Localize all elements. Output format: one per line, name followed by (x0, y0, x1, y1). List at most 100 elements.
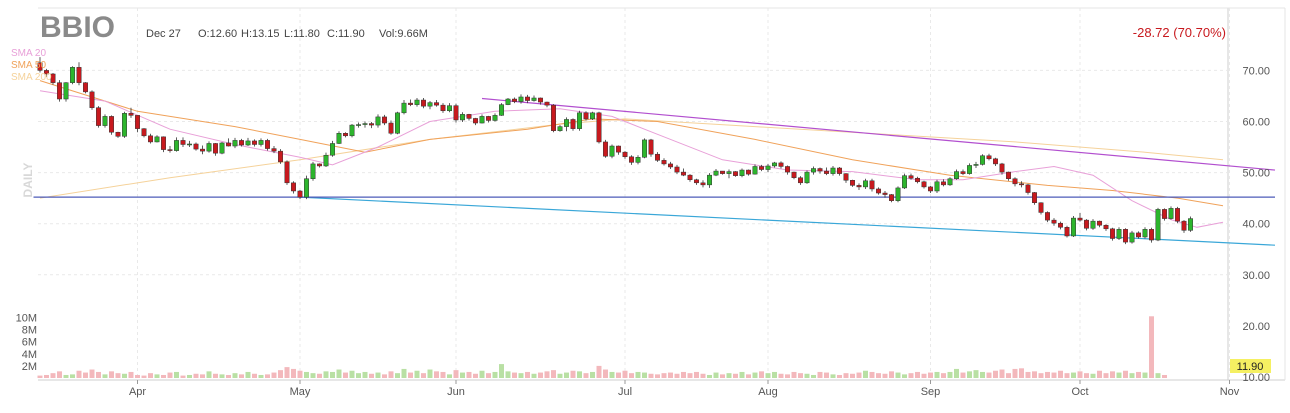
low-price: L:11.80 (284, 28, 320, 40)
candle (154, 135, 160, 143)
candle (232, 137, 238, 149)
candle (694, 178, 699, 185)
candle-body (603, 141, 608, 157)
candle (876, 187, 881, 195)
volume-bar (252, 373, 257, 378)
volume-bar (50, 373, 56, 378)
candle (349, 124, 355, 138)
candle-body (343, 133, 348, 137)
candle (629, 155, 634, 165)
volume-bar (323, 371, 329, 378)
candle-body (538, 97, 543, 103)
candle (830, 165, 836, 176)
volume-bar (856, 372, 862, 378)
candle (460, 112, 465, 123)
volume-bar (531, 373, 537, 378)
candle-body (642, 139, 647, 158)
candle-body (668, 163, 673, 168)
candle (817, 167, 823, 174)
candle-body (694, 179, 699, 184)
price-tick-label: 70.00 (1242, 65, 1270, 77)
volume-bar (1084, 373, 1089, 378)
volume-bar (1142, 372, 1148, 378)
volume-bar (200, 374, 205, 378)
candle-body (564, 119, 569, 127)
candle-body (687, 174, 693, 181)
volume-bar (765, 373, 771, 378)
candle (765, 163, 771, 173)
candle-body (739, 169, 745, 176)
candle (37, 57, 43, 73)
candle-body (824, 170, 829, 174)
volume-bar (284, 367, 290, 378)
candle (882, 190, 888, 198)
candle (869, 178, 875, 192)
candle-body (908, 175, 914, 179)
candle-body (284, 161, 290, 184)
volume-bar (128, 371, 134, 378)
candle (115, 131, 121, 138)
volume-bar (83, 372, 88, 378)
candle-body (408, 102, 413, 105)
candle-body (837, 167, 842, 174)
candle-body (356, 124, 361, 126)
candle (440, 103, 446, 113)
candle-body (1012, 178, 1018, 185)
candle (915, 176, 920, 184)
candle-body (180, 140, 186, 145)
volume-bar (115, 373, 121, 378)
candle (622, 151, 628, 159)
candle-body (109, 116, 114, 133)
date-tick-label: Sep (921, 386, 941, 398)
candle-body (492, 115, 498, 121)
candle (382, 114, 387, 126)
candle-body (921, 181, 927, 188)
candle (1071, 216, 1076, 237)
volume-bar (1071, 372, 1076, 378)
candle-body (323, 154, 329, 167)
candle-body (278, 150, 283, 163)
candle (811, 166, 816, 175)
candle-body (629, 156, 634, 163)
candle-body (1103, 224, 1109, 230)
volume-bar (356, 373, 361, 378)
candle (369, 122, 374, 129)
candle-body (577, 112, 582, 129)
candle-body (843, 173, 849, 181)
candle (960, 169, 966, 176)
candle (980, 154, 985, 166)
volume-bar (460, 372, 465, 378)
volume-bar (304, 371, 309, 378)
candle-body (856, 185, 862, 188)
candle (902, 173, 907, 189)
volume-bar (375, 372, 381, 378)
candle (89, 90, 95, 110)
candle-body (89, 91, 95, 108)
volume-bar (1097, 370, 1102, 378)
volume-bar (960, 372, 966, 378)
candle (76, 62, 82, 86)
volume-bar (590, 371, 595, 378)
volume-bar (1045, 371, 1050, 378)
candle-body (1175, 208, 1180, 222)
candle (362, 121, 368, 128)
candle-body (765, 165, 771, 170)
candle-body (1077, 217, 1083, 221)
candle (1136, 231, 1141, 239)
candle (713, 169, 719, 177)
candle-body (1123, 229, 1128, 243)
volume-bar (167, 372, 173, 378)
volume-bar (414, 370, 420, 378)
candle (603, 139, 608, 158)
volume-bar (278, 370, 283, 378)
candle-body (336, 133, 342, 144)
candle (187, 140, 192, 148)
date-tick-label: Oct (1071, 386, 1088, 398)
candle (726, 169, 732, 179)
volume-bar (362, 371, 368, 378)
candle (895, 186, 901, 203)
candle (798, 176, 803, 185)
candle (96, 106, 101, 128)
candle-body (330, 143, 335, 156)
candle-body (96, 107, 101, 126)
